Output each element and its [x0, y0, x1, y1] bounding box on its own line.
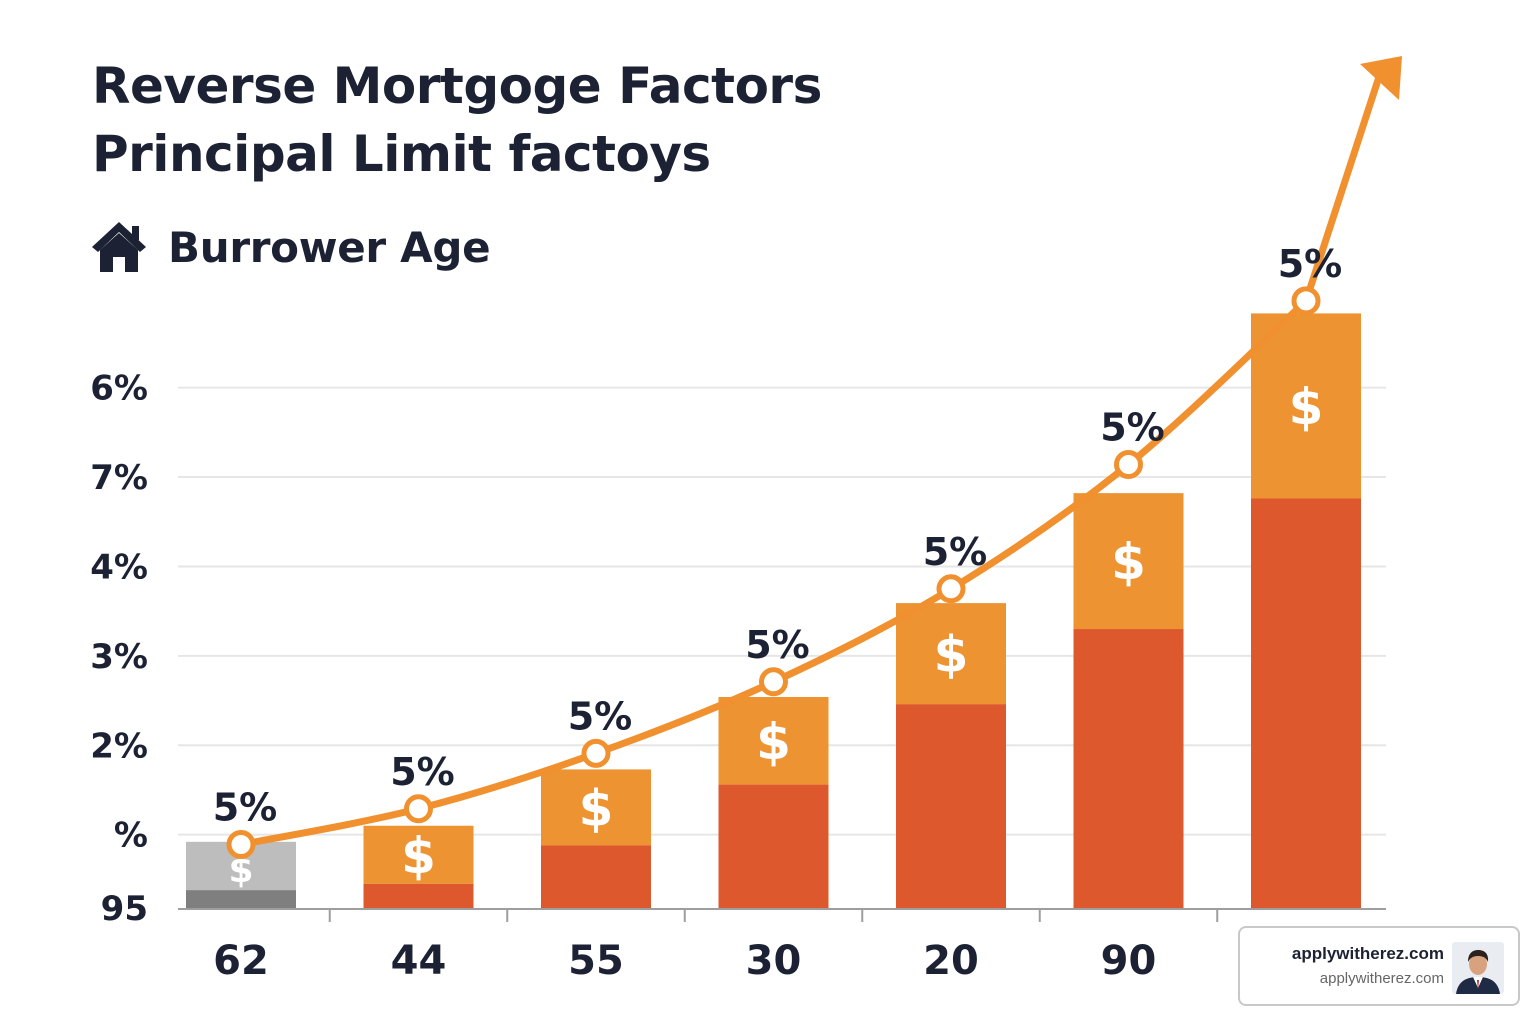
dollar-icon: $ — [579, 779, 614, 837]
dollar-icon: $ — [1289, 378, 1324, 436]
data-label: 5% — [923, 530, 988, 574]
x-tick-label: 30 — [746, 938, 802, 984]
title-line-1: Reverse Mortgoge Factors — [92, 57, 822, 115]
bar-segment-upper — [541, 769, 651, 846]
x-tick-label: 20 — [923, 938, 979, 984]
data-label: 5% — [568, 694, 633, 738]
bar-segment-lower — [186, 890, 296, 908]
trend-point — [936, 574, 966, 604]
y-tick-label: 95 — [101, 889, 148, 929]
trend-point — [759, 667, 788, 697]
y-tick-label: % — [114, 816, 148, 856]
data-label: 5% — [1100, 406, 1165, 450]
bar-segment-upper — [1251, 313, 1361, 499]
y-tick-label: 3% — [90, 637, 148, 677]
trend-point — [1114, 450, 1143, 480]
dollar-icon: $ — [934, 626, 969, 684]
bar-segment-upper — [718, 696, 829, 785]
trend-arrowhead — [1360, 56, 1402, 100]
y-tick-label: 6% — [90, 369, 148, 409]
bar-segment-lower — [718, 784, 829, 908]
trend-point — [404, 794, 433, 824]
trend-point — [1291, 286, 1321, 316]
trend-point — [581, 738, 611, 768]
bar-segment-lower — [1251, 498, 1361, 908]
chart-title: Reverse Mortgoge Factors Principal Limit… — [92, 52, 822, 188]
x-tick-label: 90 — [1101, 938, 1157, 984]
bar-segment-upper — [896, 603, 1006, 705]
data-label: 5% — [1278, 242, 1343, 286]
bar-segment-lower — [896, 704, 1006, 908]
y-tick-label: 2% — [90, 726, 148, 766]
y-tick-label: 7% — [90, 458, 148, 498]
watermark-badge[interactable]: applywitherez.com applywitherez.com — [1238, 926, 1520, 1006]
subtitle-group: Burrower Age — [90, 220, 491, 274]
bar-segment-lower — [363, 883, 474, 908]
y-tick-label: 4% — [90, 547, 148, 587]
chart-subtitle: Burrower Age — [168, 222, 491, 272]
bar-segment-lower — [541, 845, 651, 908]
trend-point — [226, 830, 256, 860]
title-line-2: Principal Limit factoys — [92, 125, 711, 183]
person-avatar-icon — [1452, 942, 1504, 994]
bar-segment-upper — [1073, 493, 1184, 630]
house-icon — [92, 222, 146, 272]
dollar-icon: $ — [1111, 533, 1146, 591]
watermark-title: applywitherez.com — [1291, 944, 1444, 963]
dollar-icon: $ — [756, 713, 791, 771]
bar-segment-lower — [1073, 629, 1184, 908]
bar-segment-upper — [363, 825, 474, 884]
watermark-subtitle: applywitherez.com — [1319, 970, 1444, 987]
x-tick-label: 44 — [391, 938, 447, 984]
x-tick-label: 62 — [213, 938, 269, 984]
data-label: 5% — [745, 623, 810, 667]
data-label: 5% — [390, 750, 455, 794]
dollar-icon: $ — [401, 827, 436, 885]
x-tick-label: 55 — [568, 938, 624, 984]
data-label: 5% — [213, 786, 278, 830]
